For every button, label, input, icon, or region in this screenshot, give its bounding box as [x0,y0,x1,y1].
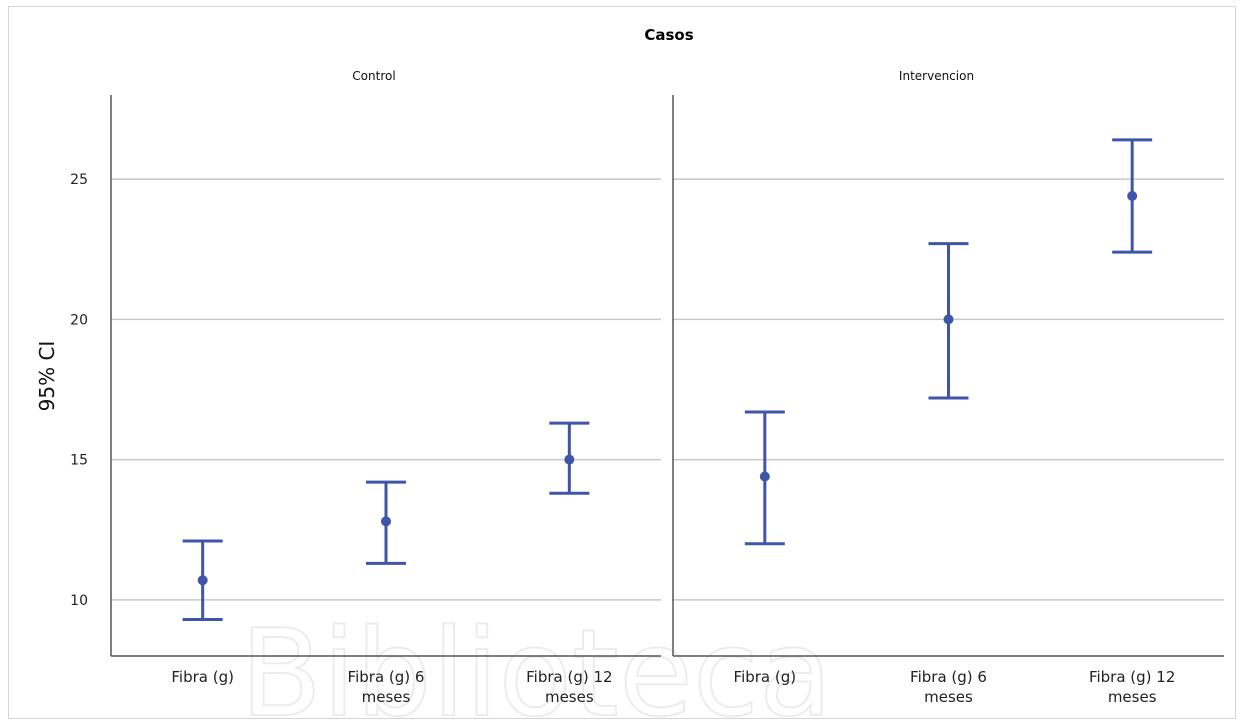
panel-title: Intervencion [899,69,974,83]
y-tick-label: 20 [70,312,88,328]
y-tick-label: 25 [70,172,88,188]
mean-point [381,516,391,527]
x-category-label: Fibra (g) [734,668,797,686]
watermark: Biblioteca [240,605,832,723]
x-category-label: meses [362,688,411,706]
x-category-label: Fibra (g) 6 [348,668,425,686]
plot-area: 10 15 20 25 Control Fibra (g) Fibra (g) 6 meses… [70,69,1224,706]
y-tick-label: 15 [70,453,88,469]
mean-point [564,454,575,465]
panel-title: Control [352,69,395,83]
x-category-label: Fibra (g) 6 [910,668,987,686]
x-category-label: Fibra (g) [171,668,234,686]
chart-frame [8,6,1236,719]
y-axis-label: 95% CI [35,341,59,412]
y-tick-label: 10 [70,593,88,609]
x-category-label: meses [924,688,973,706]
x-category-label: meses [1108,688,1157,706]
chart-title: Casos [644,26,693,44]
mean-point [943,314,954,325]
x-category-label: meses [545,688,594,706]
x-category-label: Fibra (g) 12 [1089,668,1175,686]
mean-point [1127,190,1138,201]
x-category-label: Fibra (g) 12 [526,668,612,686]
mean-point [197,575,208,586]
mean-point [759,471,770,482]
